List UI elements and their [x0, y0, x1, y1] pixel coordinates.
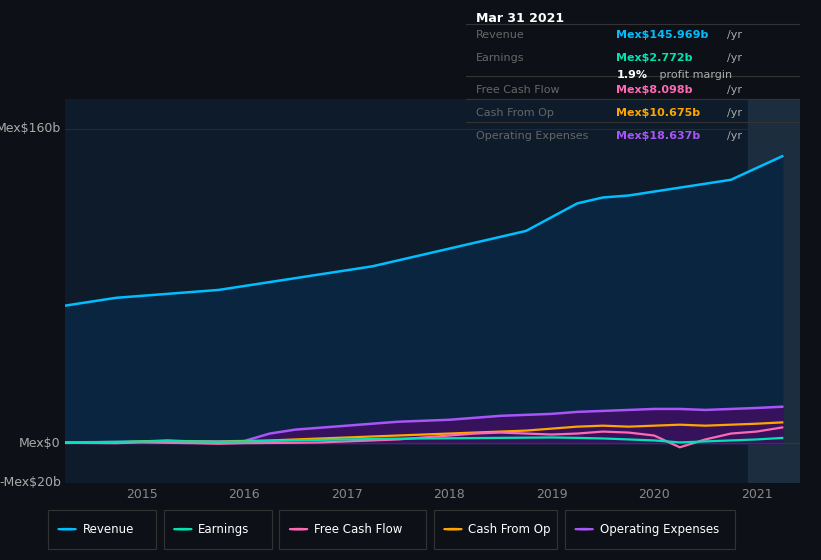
Text: profit margin: profit margin [657, 71, 732, 80]
Bar [565, 510, 735, 549]
Text: /yr: /yr [727, 30, 742, 40]
Bar [163, 510, 272, 549]
Text: Mex$0: Mex$0 [19, 437, 61, 450]
Text: Mex$10.675b: Mex$10.675b [617, 108, 700, 118]
Text: Mar 31 2021: Mar 31 2021 [475, 12, 564, 26]
Text: Revenue: Revenue [82, 522, 134, 536]
Text: Mex$18.637b: Mex$18.637b [617, 131, 700, 141]
Text: Earnings: Earnings [199, 522, 250, 536]
Text: Mex$145.969b: Mex$145.969b [617, 30, 709, 40]
Text: Free Cash Flow: Free Cash Flow [475, 85, 559, 95]
Text: Cash From Op: Cash From Op [469, 522, 551, 536]
Text: Mex$160b: Mex$160b [0, 122, 61, 135]
Bar [433, 510, 557, 549]
Bar [279, 510, 426, 549]
Text: -Mex$20b: -Mex$20b [0, 476, 61, 489]
Text: 1.9%: 1.9% [617, 71, 647, 80]
Text: Cash From Op: Cash From Op [475, 108, 553, 118]
Bar [749, 99, 800, 483]
Text: /yr: /yr [727, 131, 742, 141]
Bar [48, 510, 156, 549]
Text: /yr: /yr [727, 53, 742, 63]
Text: Operating Expenses: Operating Expenses [599, 522, 719, 536]
Circle shape [173, 529, 192, 530]
Circle shape [57, 529, 76, 530]
Text: Mex$8.098b: Mex$8.098b [617, 85, 693, 95]
Circle shape [289, 529, 308, 530]
Text: Mex$2.772b: Mex$2.772b [617, 53, 693, 63]
Text: Operating Expenses: Operating Expenses [475, 131, 588, 141]
Circle shape [575, 529, 594, 530]
Text: /yr: /yr [727, 85, 742, 95]
Text: Free Cash Flow: Free Cash Flow [314, 522, 402, 536]
Circle shape [443, 529, 462, 530]
Text: Earnings: Earnings [475, 53, 524, 63]
Text: /yr: /yr [727, 108, 742, 118]
Text: Revenue: Revenue [475, 30, 525, 40]
